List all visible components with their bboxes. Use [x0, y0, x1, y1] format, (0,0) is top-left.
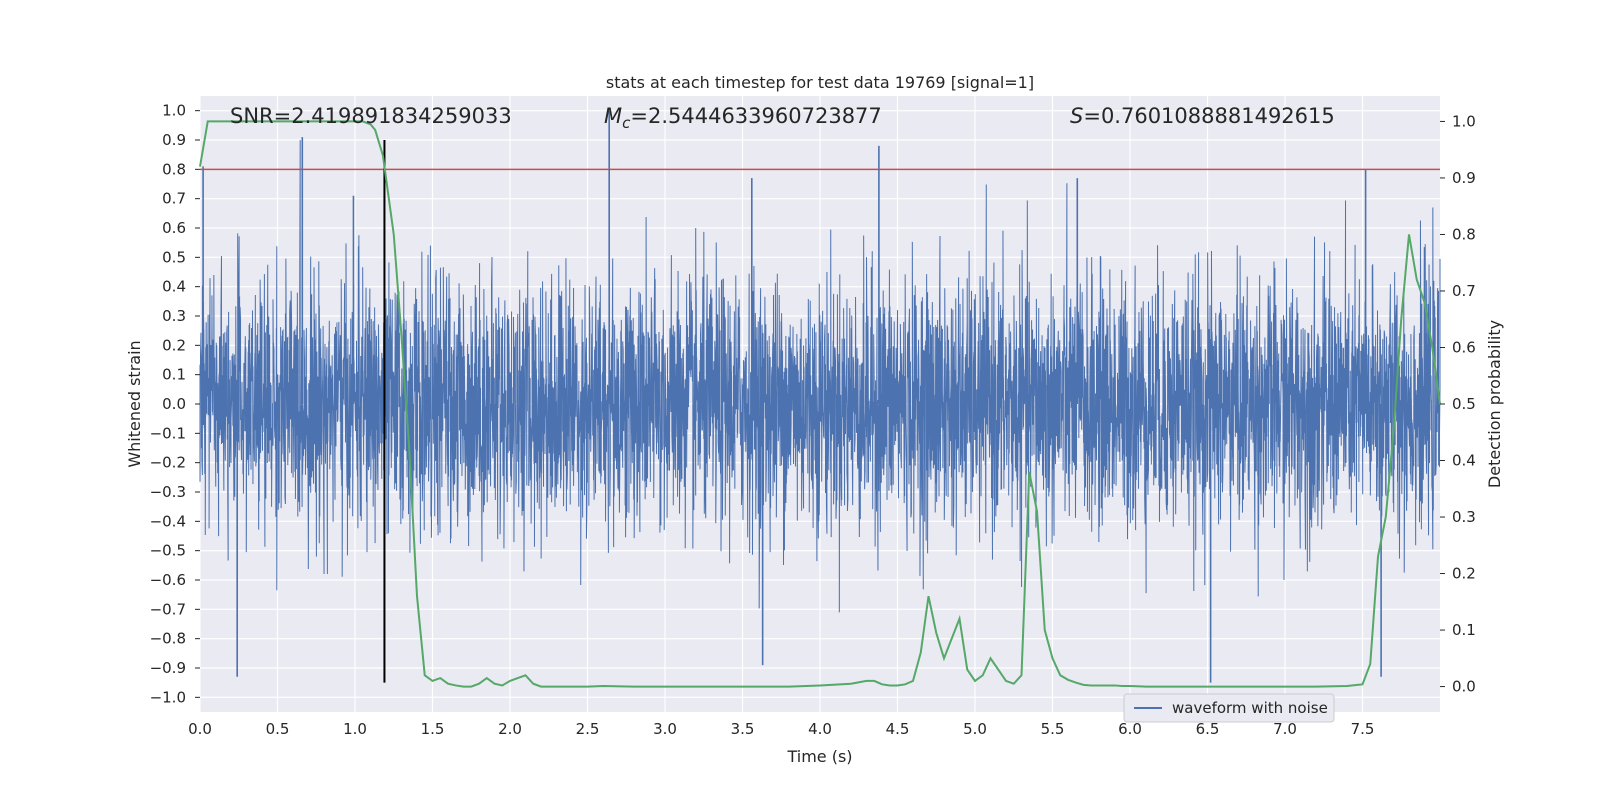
x-tick-label: 4.0 [808, 720, 832, 738]
y-right-tick-label: 0.2 [1452, 565, 1476, 583]
x-tick-label: 3.0 [653, 720, 677, 738]
x-tick-label: 4.5 [886, 720, 910, 738]
y-left-tick-label: 0.2 [162, 336, 186, 354]
chirp-mass-symbol: M [604, 104, 622, 128]
y-left-tick-label: 0.9 [162, 131, 186, 149]
y-right-tick-label: 0.9 [1452, 169, 1476, 187]
y-left-tick-label: −1.0 [150, 688, 186, 706]
y-left-tick-label: −0.3 [150, 483, 186, 501]
chart-title: stats at each timestep for test data 197… [606, 73, 1034, 92]
detection-probability-line [199, 120, 1441, 688]
x-tick-label: 6.5 [1196, 720, 1220, 738]
y-left-tick-label: 0.0 [162, 395, 186, 413]
chirp-mass-subscript: c [622, 114, 631, 132]
y-right-axis-label: Detection probability [1485, 320, 1504, 488]
x-tick-label: 0.0 [188, 720, 212, 738]
y-left-tick-label: 0.8 [162, 160, 186, 178]
legend: waveform with noise [1123, 693, 1335, 723]
x-tick-label: 0.5 [266, 720, 290, 738]
legend-label-waveform: waveform with noise [1172, 699, 1328, 717]
y-right-tick-label: 0.5 [1452, 395, 1476, 413]
y-left-tick-label: −0.7 [150, 600, 186, 618]
snr-annotation: SNR=2.419891834259033 [230, 104, 512, 128]
s-annotation: S=0.7601088881492615 [1070, 104, 1335, 128]
x-tick-label: 5.0 [963, 720, 987, 738]
legend-box [1123, 693, 1335, 723]
x-tick-label: 7.0 [1273, 720, 1297, 738]
y-left-axis-label: Whitened strain [125, 340, 144, 467]
y-left-tick-label: −0.8 [150, 630, 186, 648]
y-right-tick-label: 0.3 [1452, 508, 1476, 526]
s-value: =0.7601088881492615 [1083, 104, 1334, 128]
y-left-tick-label: −0.9 [150, 659, 186, 677]
y-right-tick-label: 0.7 [1452, 282, 1476, 300]
chirp-mass-value: =2.5444633960723877 [630, 104, 881, 128]
y-right-tick-label: 0.8 [1452, 225, 1476, 243]
y-left-tick-label: −0.1 [150, 424, 186, 442]
extras [200, 140, 1440, 683]
x-axis-label: Time (s) [786, 747, 852, 766]
y-left-tick-label: −0.4 [150, 512, 186, 530]
y-left-tick-label: 0.4 [162, 278, 186, 296]
y-right-tick-label: 0.4 [1452, 452, 1476, 470]
y-left-tick-label: 0.3 [162, 307, 186, 325]
s-symbol: S [1070, 104, 1083, 128]
x-tick-label: 1.0 [343, 720, 367, 738]
y-left-tick-label: 0.7 [162, 190, 186, 208]
y-left-tick-label: −0.5 [150, 542, 186, 560]
x-tick-label: 6.0 [1118, 720, 1142, 738]
y-right-tick-label: 0.1 [1452, 621, 1476, 639]
y-left-tick-label: −0.6 [150, 571, 186, 589]
x-tick-label: 1.5 [421, 720, 445, 738]
y-left-tick-label: 0.5 [162, 248, 186, 266]
y-right-tick-label: 0.0 [1452, 678, 1476, 696]
y-right-tick-label: 1.0 [1452, 112, 1476, 130]
y-left-tick-label: −0.2 [150, 454, 186, 472]
y-left-tick-label: 0.6 [162, 219, 186, 237]
y-left-tick-label: 1.0 [162, 102, 186, 120]
x-tick-label: 2.5 [576, 720, 600, 738]
y-left-tick-labels: 1.0 0.9 0.8 0.7 0.6 0.5 0.4 0.3 0.2 0.1 0.0 −0.1 −0.… [150, 102, 200, 706]
x-tick-label: 3.5 [731, 720, 755, 738]
y-right-tick-labels: 1.0 0.9 0.8 0.7 0.6 0.5 0.4 0.3 0.2 0.1 0.0 [1440, 112, 1476, 696]
chirp-mass-annotation: Mc=2.5444633960723877 [604, 104, 882, 132]
y-right-tick-label: 0.6 [1452, 338, 1476, 356]
x-tick-label: 2.0 [498, 720, 522, 738]
y-left-tick-label: 0.1 [162, 366, 186, 384]
x-tick-label: 5.5 [1041, 720, 1065, 738]
x-tick-labels: 0.0 0.5 1.0 1.5 2.0 2.5 3.0 3.5 4.0 4.5 5.0 5.5 6.0 6… [188, 720, 1374, 738]
x-tick-label: 7.5 [1351, 720, 1375, 738]
